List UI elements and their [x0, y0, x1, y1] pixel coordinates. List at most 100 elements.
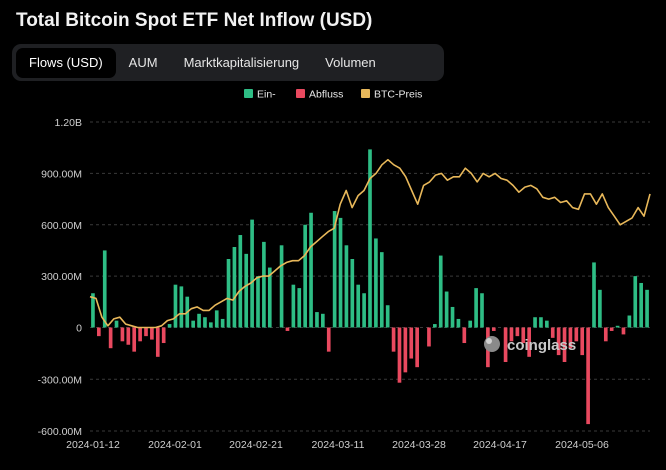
outflow-bar[interactable]: [155, 327, 160, 357]
outflow-bar[interactable]: [409, 327, 414, 359]
inflow-bar[interactable]: [444, 291, 449, 328]
outflow-bar[interactable]: [403, 327, 408, 373]
outflow-bar[interactable]: [609, 327, 614, 331]
inflow-bar[interactable]: [645, 289, 649, 328]
inflow-bar[interactable]: [480, 293, 484, 328]
outflow-bar[interactable]: [120, 327, 125, 342]
outflow-bar[interactable]: [509, 327, 514, 342]
inflow-bar[interactable]: [179, 286, 184, 328]
x-tick-label: 2024-03-28: [392, 439, 446, 451]
outflow-bar[interactable]: [132, 327, 137, 352]
inflow-bar[interactable]: [374, 238, 378, 328]
legend-item-outflow[interactable]: Abfluss: [296, 89, 343, 101]
outflow-bar[interactable]: [562, 327, 567, 363]
tab-volume[interactable]: Volumen: [325, 54, 376, 70]
inflow-bar[interactable]: [220, 318, 225, 328]
inflow-bar[interactable]: [203, 317, 207, 328]
inflow-bar[interactable]: [438, 255, 443, 328]
inflow-bar[interactable]: [244, 253, 249, 328]
outflow-bar[interactable]: [285, 327, 290, 331]
inflow-bar[interactable]: [368, 149, 372, 328]
outflow-bar[interactable]: [568, 327, 573, 349]
inflow-bar[interactable]: [379, 252, 384, 328]
outflow-bar[interactable]: [621, 327, 626, 335]
legend-swatch-outflow: [296, 89, 305, 98]
outflow-bar[interactable]: [108, 327, 113, 349]
inflow-bar[interactable]: [232, 247, 237, 328]
inflow-bar[interactable]: [592, 262, 596, 328]
inflow-bar[interactable]: [297, 288, 302, 328]
inflow-bar[interactable]: [209, 322, 213, 328]
tab-aum[interactable]: AUM: [128, 54, 158, 70]
inflow-bar[interactable]: [456, 318, 461, 328]
outflow-bar[interactable]: [491, 327, 496, 331]
inflow-bar[interactable]: [450, 306, 455, 328]
inflow-bar[interactable]: [356, 284, 361, 328]
outflow-bar[interactable]: [574, 327, 579, 342]
inflow-bar[interactable]: [214, 310, 219, 328]
inflow-bar[interactable]: [303, 224, 307, 328]
outflow-bar[interactable]: [603, 327, 608, 342]
inflow-bar[interactable]: [309, 212, 313, 328]
inflow-bar[interactable]: [315, 312, 319, 328]
inflow-bar[interactable]: [533, 317, 537, 328]
outflow-bar[interactable]: [586, 327, 590, 425]
inflow-bar[interactable]: [350, 259, 355, 328]
outflow-bar[interactable]: [580, 327, 585, 356]
inflow-bar[interactable]: [468, 320, 473, 328]
inflow-bar[interactable]: [250, 219, 254, 328]
tab-market-cap[interactable]: Marktkapitalisierung: [183, 54, 300, 70]
inflow-bar[interactable]: [279, 245, 284, 328]
outflow-bar[interactable]: [391, 327, 396, 352]
inflow-bar[interactable]: [545, 320, 549, 328]
outflow-bar[interactable]: [556, 327, 561, 356]
inflow-bar[interactable]: [238, 235, 243, 328]
inflow-bar[interactable]: [338, 217, 343, 328]
inflow-bar[interactable]: [114, 320, 119, 328]
inflow-bar[interactable]: [291, 284, 296, 328]
inflow-bar[interactable]: [433, 324, 437, 328]
outflow-bar[interactable]: [550, 327, 555, 338]
inflow-bar[interactable]: [598, 289, 602, 328]
inflow-bar[interactable]: [332, 211, 337, 328]
inflow-bar[interactable]: [639, 282, 643, 328]
tab-flows[interactable]: Flows (USD): [16, 47, 116, 78]
inflow-bar[interactable]: [344, 245, 349, 328]
outflow-bar[interactable]: [527, 327, 531, 357]
inflow-bar[interactable]: [173, 284, 178, 328]
outflow-bar[interactable]: [97, 327, 101, 337]
inflow-bar[interactable]: [474, 288, 478, 328]
inflow-bar[interactable]: [167, 324, 172, 328]
inflow-bar[interactable]: [627, 315, 632, 328]
inflow-bar[interactable]: [615, 325, 620, 328]
outflow-bar[interactable]: [521, 327, 526, 344]
outflow-bar[interactable]: [150, 327, 154, 340]
outflow-bar[interactable]: [161, 327, 166, 344]
outflow-bar[interactable]: [138, 327, 142, 342]
inflow-bar[interactable]: [633, 276, 638, 328]
inflow-bar[interactable]: [385, 305, 390, 328]
inflow-bar[interactable]: [362, 293, 366, 328]
inflow-bar[interactable]: [226, 259, 231, 328]
outflow-bar[interactable]: [326, 327, 331, 352]
outflow-bar[interactable]: [503, 327, 508, 363]
inflow-bar[interactable]: [539, 317, 543, 328]
outflow-bar[interactable]: [515, 327, 520, 337]
outflow-bar[interactable]: [427, 327, 431, 347]
inflow-bar[interactable]: [197, 313, 201, 328]
outflow-bar[interactable]: [144, 327, 148, 337]
outflow-bar[interactable]: [462, 327, 467, 344]
legend-item-inflow[interactable]: Ein-: [244, 89, 276, 101]
legend-item-btc-price[interactable]: BTC-Preis: [361, 89, 422, 101]
inflow-bar[interactable]: [321, 313, 325, 328]
outflow-bar[interactable]: [415, 327, 419, 368]
inflow-bar[interactable]: [191, 320, 195, 328]
outflow-bar[interactable]: [126, 327, 131, 345]
inflow-bar[interactable]: [267, 267, 272, 328]
outflow-bar[interactable]: [397, 327, 402, 383]
btc-price-line[interactable]: [89, 158, 651, 329]
inflow-bar[interactable]: [256, 276, 260, 328]
inflow-bar[interactable]: [262, 241, 266, 328]
inflow-bar[interactable]: [102, 250, 107, 328]
inflow-bar[interactable]: [91, 293, 95, 328]
